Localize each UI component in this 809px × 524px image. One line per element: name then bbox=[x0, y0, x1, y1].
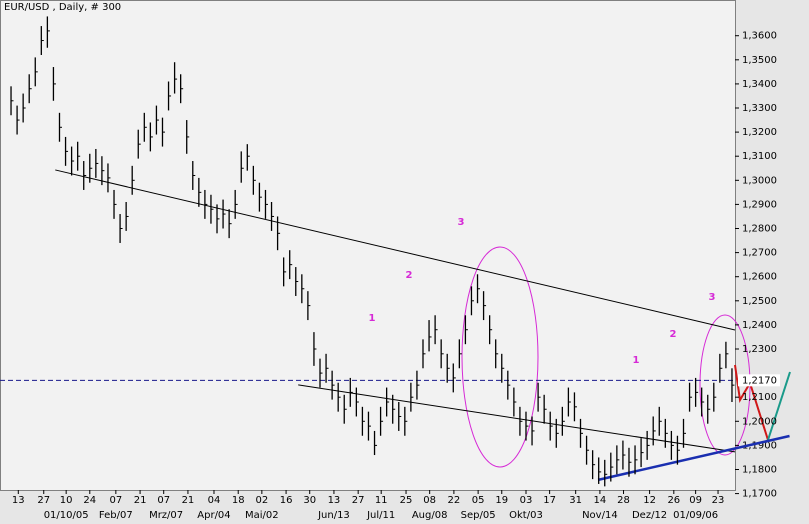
projection-up bbox=[767, 371, 791, 441]
x-tick-label: 28 bbox=[617, 495, 630, 506]
x-period-label: Nov/14 bbox=[582, 510, 618, 521]
trend-line bbox=[597, 434, 790, 482]
x-tick-label: 17 bbox=[543, 495, 556, 506]
x-tick-label: 09 bbox=[689, 495, 702, 506]
x-tick-label: 04 bbox=[208, 495, 221, 506]
y-tick-label: 1,2700 bbox=[742, 248, 777, 259]
y-tick-label: 1,1700 bbox=[742, 489, 777, 500]
plot-area bbox=[0, 0, 736, 491]
x-tick-label: 14 bbox=[594, 495, 607, 506]
marks: 1,3600 1,3500 1,3400 1,3300 1,3200 1,3100 1,30… bbox=[0, 16, 790, 521]
x-tick-label: 19 bbox=[495, 495, 508, 506]
x-tick-label: 05 bbox=[472, 495, 485, 506]
x-tick-label: 31 bbox=[569, 495, 582, 506]
wave-label: 2 bbox=[670, 329, 677, 340]
y-tick-label: 1,1900 bbox=[742, 440, 777, 451]
y-tick-label: 1,2400 bbox=[742, 320, 777, 331]
x-tick-label: 27 bbox=[37, 495, 50, 506]
projection-down bbox=[734, 364, 769, 441]
x-period-label: Apr/04 bbox=[197, 510, 230, 521]
y-tick-label: 1,1800 bbox=[742, 464, 777, 475]
x-period-label: Sep/05 bbox=[461, 510, 496, 521]
x-tick-label: 13 bbox=[12, 495, 25, 506]
x-tick-label: 16 bbox=[280, 495, 293, 506]
x-period-label: Feb/07 bbox=[99, 510, 133, 521]
x-tick-label: 11 bbox=[375, 495, 388, 506]
x-tick-label: 07 bbox=[157, 495, 170, 506]
x-period-label: 01/10/05 bbox=[44, 510, 89, 521]
y-tick-label: 1,2800 bbox=[742, 224, 777, 235]
x-tick-label: 03 bbox=[520, 495, 533, 506]
x-period-label: Mai/02 bbox=[245, 510, 279, 521]
x-period-label: Jul/11 bbox=[366, 510, 395, 521]
y-tick-label: 1,3600 bbox=[742, 31, 777, 42]
x-tick-label: 30 bbox=[303, 495, 316, 506]
x-tick-label: 07 bbox=[109, 495, 122, 506]
x-tick-label: 21 bbox=[134, 495, 147, 506]
x-tick-label: 08 bbox=[423, 495, 436, 506]
x-period-label: Aug/08 bbox=[412, 510, 448, 521]
reference-label: 1,2170 bbox=[742, 375, 777, 386]
x-period-label: Jun/13 bbox=[317, 510, 350, 521]
x-tick-label: 23 bbox=[712, 495, 725, 506]
x-tick-label: 12 bbox=[643, 495, 656, 506]
wave-label: 2 bbox=[406, 270, 413, 281]
wave-label: 1 bbox=[633, 355, 640, 366]
y-tick-label: 1,2300 bbox=[742, 344, 777, 355]
trend-line bbox=[298, 384, 736, 453]
y-tick-label: 1,3000 bbox=[742, 175, 777, 186]
x-tick-label: 25 bbox=[400, 495, 413, 506]
x-tick-label: 18 bbox=[232, 495, 245, 506]
y-tick-label: 1,3500 bbox=[742, 55, 777, 66]
x-period-label: 01/09/06 bbox=[673, 510, 718, 521]
x-tick-label: 10 bbox=[60, 495, 73, 506]
x-tick-label: 13 bbox=[328, 495, 341, 506]
y-tick-label: 1,2600 bbox=[742, 272, 777, 283]
highlight-ellipse bbox=[461, 246, 539, 468]
x-tick-label: 24 bbox=[83, 495, 96, 506]
wave-label: 1 bbox=[369, 313, 376, 324]
x-tick-label: 27 bbox=[352, 495, 365, 506]
reference-label-box bbox=[738, 374, 780, 387]
x-period-label: Mrz/07 bbox=[149, 510, 183, 521]
x-tick-label: 21 bbox=[182, 495, 195, 506]
y-tick-label: 1,3100 bbox=[742, 151, 777, 162]
x-tick-label: 22 bbox=[448, 495, 461, 506]
wave-label: 3 bbox=[709, 292, 716, 303]
y-tick-label: 1,2100 bbox=[742, 392, 777, 403]
chart-title: EUR/USD , Daily, # 300 bbox=[4, 2, 121, 13]
wave-label: 3 bbox=[458, 217, 465, 228]
y-tick-label: 1,3300 bbox=[742, 103, 777, 114]
x-period-label: Dez/12 bbox=[632, 510, 667, 521]
x-tick-label: 26 bbox=[667, 495, 680, 506]
y-tick-label: 1,2000 bbox=[742, 416, 777, 427]
y-tick-label: 1,2500 bbox=[742, 296, 777, 307]
x-period-label: Okt/03 bbox=[509, 510, 543, 521]
y-tick-label: 1,3400 bbox=[742, 79, 777, 90]
x-tick-label: 02 bbox=[255, 495, 268, 506]
y-tick-label: 1,3200 bbox=[742, 127, 777, 138]
y-tick-label: 1,2900 bbox=[742, 199, 777, 210]
trend-line bbox=[55, 169, 736, 331]
